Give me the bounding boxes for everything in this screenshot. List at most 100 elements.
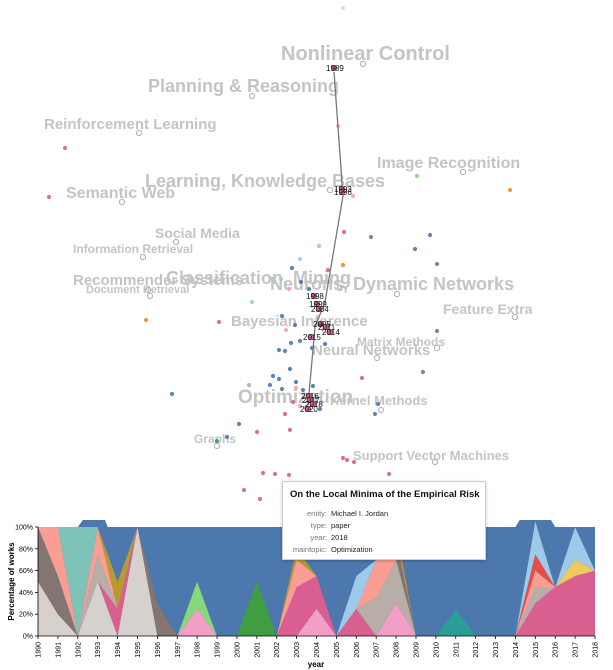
- work-dot[interactable]: [434, 261, 440, 267]
- work-dot[interactable]: [322, 341, 328, 347]
- work-dot[interactable]: [143, 317, 149, 323]
- topic-marker[interactable]: [118, 198, 126, 206]
- topic-marker[interactable]: [336, 284, 344, 292]
- work-dot[interactable]: [46, 194, 52, 200]
- work-dot[interactable]: [287, 366, 293, 372]
- work-dot[interactable]: [340, 262, 346, 268]
- trajectory-node[interactable]: [304, 405, 312, 413]
- trajectory-node[interactable]: [307, 333, 315, 341]
- work-dot[interactable]: [427, 232, 433, 238]
- work-dot[interactable]: [236, 421, 242, 427]
- topic-label[interactable]: Optimization: [238, 387, 353, 408]
- work-dot[interactable]: [283, 327, 289, 333]
- trajectory-node[interactable]: [338, 188, 346, 196]
- topic-marker[interactable]: [146, 292, 154, 300]
- area-series[interactable]: [38, 527, 595, 636]
- trajectory-node[interactable]: [330, 64, 338, 72]
- work-dot[interactable]: [310, 383, 316, 389]
- topic-label[interactable]: Social Media: [155, 225, 240, 241]
- work-dot[interactable]: [316, 243, 322, 249]
- work-dot[interactable]: [249, 299, 255, 305]
- work-dot[interactable]: [414, 173, 420, 179]
- work-dot[interactable]: [340, 5, 346, 11]
- work-dot[interactable]: [278, 276, 284, 282]
- work-dot[interactable]: [288, 340, 294, 346]
- area-series[interactable]: [38, 527, 595, 636]
- area-series[interactable]: [38, 527, 595, 636]
- work-dot[interactable]: [344, 457, 350, 463]
- topic-marker[interactable]: [359, 60, 367, 68]
- topic-marker[interactable]: [135, 129, 143, 137]
- trajectory-node[interactable]: [309, 400, 317, 408]
- work-dot[interactable]: [279, 386, 285, 392]
- topic-label[interactable]: Feature Extraction: [443, 301, 566, 317]
- work-dot[interactable]: [282, 348, 288, 354]
- work-dot[interactable]: [286, 472, 292, 478]
- work-dot[interactable]: [257, 496, 263, 502]
- work-dot[interactable]: [246, 382, 252, 388]
- work-dot[interactable]: [293, 379, 299, 385]
- topic-marker[interactable]: [433, 344, 441, 352]
- topic-label[interactable]: Nonlinear Control: [281, 43, 450, 65]
- topic-marker[interactable]: [213, 442, 221, 450]
- work-dot[interactable]: [286, 286, 292, 292]
- topic-label[interactable]: Classification, Mining: [166, 268, 351, 288]
- work-dot[interactable]: [62, 145, 68, 151]
- topic-label[interactable]: Semantic Web: [66, 185, 175, 202]
- trajectory-node[interactable]: [306, 396, 314, 404]
- topic-marker[interactable]: [373, 354, 381, 362]
- trajectory-node[interactable]: [322, 323, 330, 331]
- topic-marker[interactable]: [377, 406, 385, 414]
- work-dot[interactable]: [386, 471, 392, 477]
- area-series[interactable]: [38, 527, 595, 636]
- area-series[interactable]: [38, 527, 595, 636]
- work-dot[interactable]: [420, 369, 426, 375]
- work-dot[interactable]: [272, 471, 278, 477]
- work-dot[interactable]: [260, 470, 266, 476]
- work-dot[interactable]: [317, 406, 323, 412]
- work-dot[interactable]: [412, 246, 418, 252]
- work-dot[interactable]: [359, 375, 365, 381]
- topic-marker[interactable]: [431, 458, 439, 466]
- work-dot[interactable]: [214, 438, 220, 444]
- work-dot[interactable]: [276, 347, 282, 353]
- work-dot[interactable]: [507, 187, 513, 193]
- work-dot[interactable]: [306, 286, 312, 292]
- topic-label[interactable]: Learning, Knowledge Bases: [145, 171, 385, 191]
- work-dot[interactable]: [279, 313, 285, 319]
- topic-marker[interactable]: [326, 186, 334, 194]
- work-dot[interactable]: [350, 193, 356, 199]
- work-dot[interactable]: [270, 373, 276, 379]
- work-dot[interactable]: [282, 411, 288, 417]
- work-dot[interactable]: [289, 265, 295, 271]
- work-dot[interactable]: [351, 459, 357, 465]
- work-dot[interactable]: [241, 487, 247, 493]
- work-dot[interactable]: [216, 319, 222, 325]
- topic-marker[interactable]: [139, 253, 147, 261]
- work-dot[interactable]: [341, 229, 347, 235]
- topic-marker[interactable]: [459, 168, 467, 176]
- work-dot[interactable]: [298, 279, 304, 285]
- topic-marker[interactable]: [511, 313, 519, 321]
- work-dot[interactable]: [297, 403, 303, 409]
- work-dot[interactable]: [290, 399, 296, 405]
- work-dot[interactable]: [267, 382, 273, 388]
- topic-label[interactable]: Information Retrieval: [73, 242, 193, 256]
- work-dot[interactable]: [292, 322, 298, 328]
- work-dot[interactable]: [276, 376, 282, 382]
- topic-label[interactable]: Neural Networks: [312, 342, 430, 359]
- work-dot[interactable]: [169, 391, 175, 397]
- work-dot[interactable]: [297, 256, 303, 262]
- topic-label[interactable]: Matrix Methods: [357, 335, 445, 349]
- work-dot[interactable]: [434, 328, 440, 334]
- topic-map[interactable]: Nonlinear Control Planning & Reasoning Rei…: [0, 0, 613, 520]
- topic-label[interactable]: Reinforcement Learning: [44, 116, 217, 133]
- work-dot[interactable]: [297, 338, 303, 344]
- work-dot[interactable]: [340, 455, 346, 461]
- trajectory-node[interactable]: [317, 320, 325, 328]
- topic-label[interactable]: Document Retrieval: [86, 284, 189, 296]
- work-dot[interactable]: [293, 385, 299, 391]
- topic-marker[interactable]: [248, 92, 256, 100]
- work-dot[interactable]: [224, 434, 230, 440]
- work-dot[interactable]: [368, 234, 374, 240]
